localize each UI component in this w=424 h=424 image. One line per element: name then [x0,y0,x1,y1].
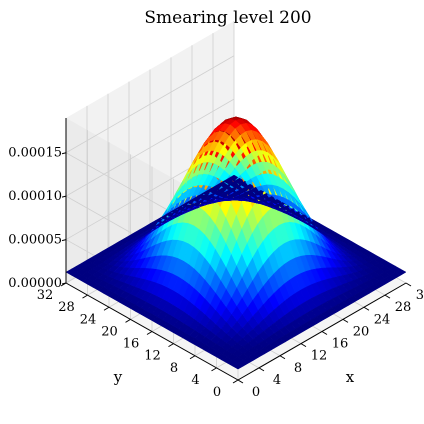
z-tick-label: 0.00005 [8,233,62,248]
x-axis-label: x [346,368,355,386]
grid-line-z-back [65,55,235,154]
x-tick-label: 20 [353,324,370,339]
y-tick-label: 20 [101,324,118,339]
z-tick-mark [61,239,67,242]
x-tick-label: 8 [294,361,302,376]
x-tick-label: 12 [311,349,328,364]
grid-line-z-back [65,98,235,197]
x-tick-label: 16 [332,337,349,352]
z-tick-mark [61,282,67,285]
y-tick-label: 28 [58,300,75,315]
x-tick-mark [405,282,412,287]
y-axis-label: y [113,368,123,386]
x-tick-mark [321,331,328,335]
x-tick-mark [279,355,286,360]
y-tick-mark [232,379,239,384]
y-tick-mark [82,294,88,299]
z-tick-label: 0.00000 [8,276,62,291]
surface-cell [394,268,407,276]
z-tick-mark [61,152,67,155]
y-tick-label: 16 [123,337,140,352]
y-tick-label: 12 [144,349,161,364]
chart-title: Smearing level 200 [144,8,311,28]
x-tick-label: 4 [273,373,281,388]
x-tick-mark [342,318,349,323]
y-tick-mark [103,306,110,311]
z-tick-label: 0.00010 [8,189,62,204]
y-tick-mark [211,367,217,372]
tick-labels: 0481216202428320481216202428320.000000.0… [8,146,424,400]
x-tick-label: 32 [416,288,424,303]
x-tick-label: 28 [395,300,412,315]
y-tick-label: 24 [80,312,97,327]
x-tick-label: 0 [252,385,260,400]
z-tick-label: 0.00015 [8,146,62,161]
y-tick-mark [146,331,153,335]
z-tick-mark [61,195,67,198]
surface-mesh [65,116,407,370]
x-tick-label: 24 [374,312,391,327]
x-tick-mark [237,379,244,384]
y-tick-mark [189,355,196,360]
y-tick-label: 4 [191,373,199,388]
y-tick-label: 0 [213,385,221,400]
y-tick-label: 8 [170,361,178,376]
y-tick-mark [168,343,174,348]
x-tick-mark [363,306,370,311]
x-tick-mark [300,343,307,348]
y-tick-mark [125,318,131,323]
x-tick-mark [258,367,265,372]
y-tick-label: 32 [37,288,54,303]
x-tick-mark [384,294,391,299]
